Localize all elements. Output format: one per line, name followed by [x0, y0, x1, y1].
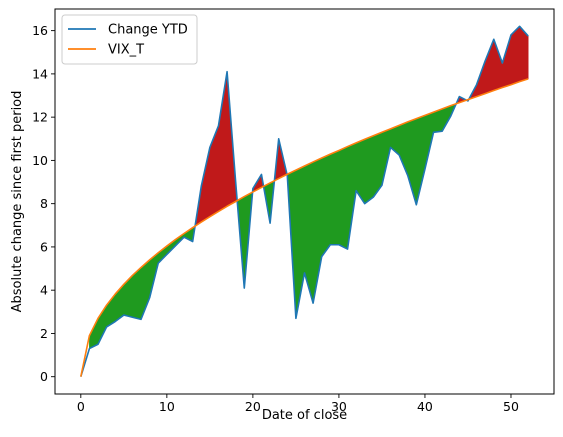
x-tick-label: 0 — [77, 399, 85, 414]
x-tick-label: 50 — [503, 399, 519, 414]
series-line-0 — [80, 25, 529, 377]
y-tick-label: 0 — [40, 369, 48, 384]
x-axis-label: Date of close — [262, 408, 347, 423]
y-tick-label: 12 — [32, 110, 48, 125]
y-tick-label: 16 — [32, 23, 48, 38]
y-axis-label: Absolute change since first period — [10, 91, 25, 313]
series-line-1 — [80, 78, 529, 377]
x-tick-label: 40 — [417, 399, 433, 414]
fill-above-region-2 — [194, 71, 238, 227]
x-tick-label: 20 — [245, 399, 261, 414]
plot-frame — [54, 8, 555, 395]
y-axis: 0 2 4 6 8 10 12 14 16 — [32, 23, 55, 384]
legend-label-1: VIX_T — [108, 43, 144, 58]
y-tick-label: 2 — [40, 326, 48, 341]
fill-regions — [89, 25, 529, 350]
y-tick-label: 6 — [40, 239, 48, 254]
series-lines — [80, 25, 529, 377]
x-tick-label: 10 — [159, 399, 175, 414]
legend: Change YTD VIX_T — [61, 14, 198, 65]
y-tick-label: 10 — [32, 153, 48, 168]
y-tick-label: 4 — [40, 283, 48, 298]
x-tick-label: 30 — [331, 399, 347, 414]
y-tick-label: 8 — [40, 196, 48, 211]
legend-label-0: Change YTD — [108, 23, 188, 38]
x-axis: 0 10 20 30 40 50 — [77, 394, 519, 414]
legend-box — [61, 14, 198, 65]
y-tick-label: 14 — [32, 66, 48, 81]
